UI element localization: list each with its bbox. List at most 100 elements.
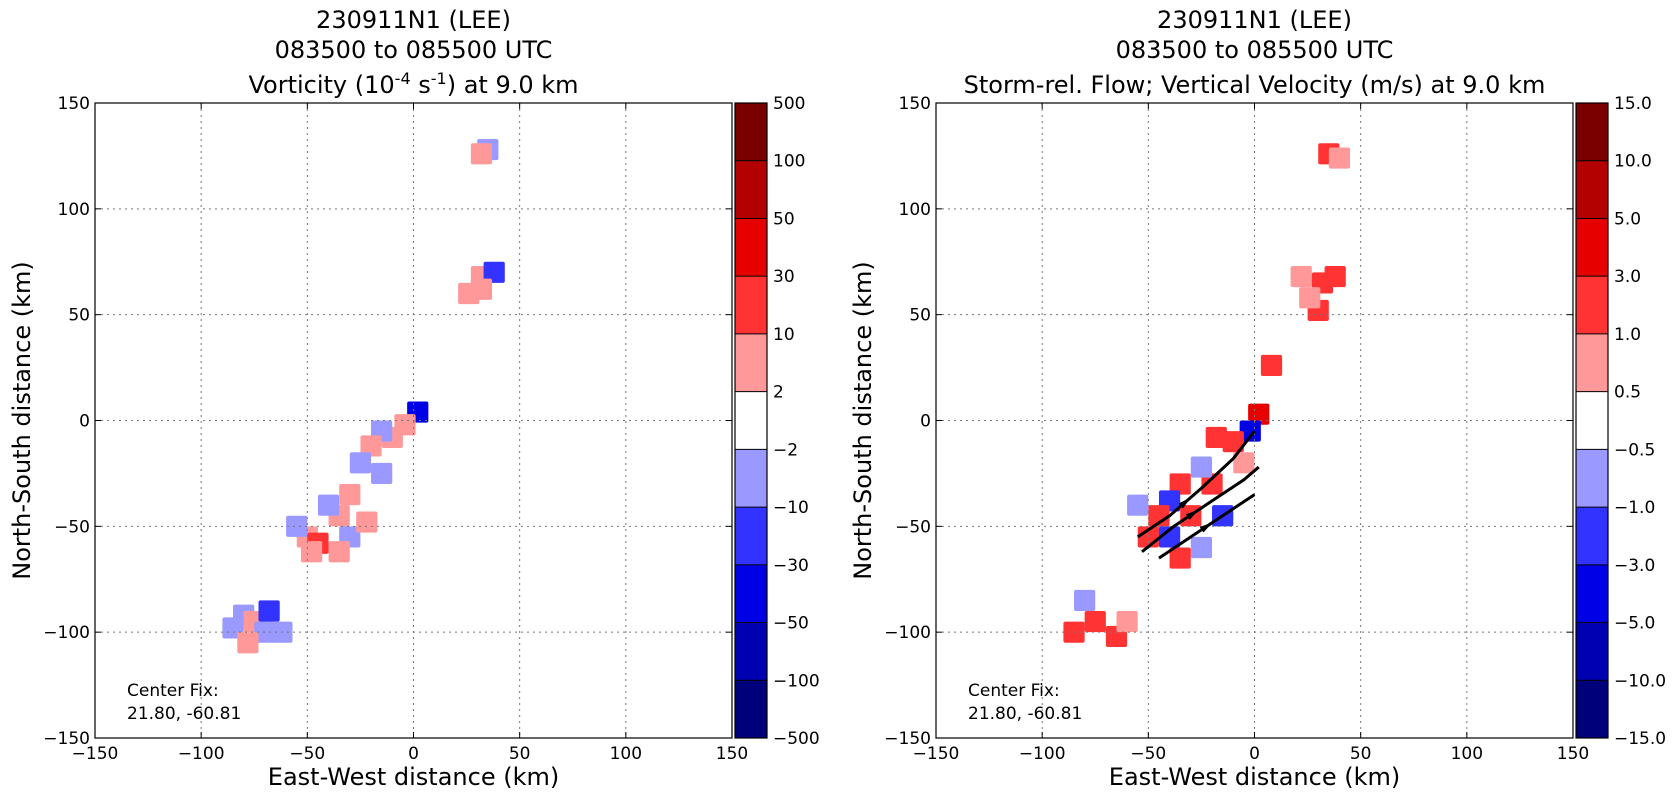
y-tick-label: −150 — [43, 729, 90, 749]
data-cell — [300, 541, 323, 563]
data-cell — [328, 541, 350, 563]
y-tick-label: −50 — [895, 517, 931, 537]
data-cell — [1248, 403, 1270, 425]
grid-lines — [936, 103, 1573, 738]
colorbar-tick-label: −5.0 — [1614, 614, 1655, 634]
x-tick-label: 50 — [509, 744, 531, 764]
data-cell — [1260, 354, 1283, 377]
data-cell — [371, 462, 393, 484]
colorbar-segment — [735, 680, 767, 738]
colorbar-frame — [1575, 102, 1609, 739]
data-cell — [1222, 431, 1244, 453]
chart-title-line-2: 083500 to 085500 UTC — [275, 36, 553, 64]
data-cell — [237, 632, 259, 654]
data-cell — [286, 515, 308, 537]
chart-title-variable: Vorticity (10-4 s-1) at 9.0 km — [248, 69, 578, 99]
y-tick-label: −50 — [54, 517, 90, 537]
colorbar-segment — [1576, 449, 1608, 508]
data-cell — [1233, 452, 1255, 474]
y-tick-label: 0 — [79, 412, 90, 432]
colorbar-segment — [735, 564, 767, 623]
colorbar-segment — [1576, 680, 1608, 738]
title-part-mid: s — [411, 71, 431, 99]
x-tick-label: −150 — [913, 744, 960, 764]
x-tick-label: 0 — [1249, 744, 1260, 764]
data-cell — [1205, 426, 1227, 449]
chart-title-line-1: 230911N1 (LEE) — [1157, 6, 1352, 34]
colorbar-tick-label: 10.0 — [1614, 152, 1652, 172]
data-cell — [1190, 536, 1213, 559]
y-tick-label: 150 — [58, 94, 90, 114]
y-tick-label: 0 — [920, 412, 931, 432]
x-tick-label: −50 — [289, 744, 325, 764]
chart-title-variable: Storm-rel. Flow; Vertical Velocity (m/s)… — [964, 71, 1546, 99]
colorbar-segment — [735, 103, 767, 161]
title-part-post: ) at 9.0 km — [447, 71, 579, 99]
y-axis-label: North-South distance (km) — [8, 261, 36, 580]
center-fix-value: 21.80, -60.81 — [968, 704, 1082, 724]
y-tick-label: 150 — [899, 94, 931, 114]
y-axis-label: North-South distance (km) — [849, 261, 877, 580]
colorbar-tick-label: −100 — [773, 671, 820, 691]
y-tick-label: −100 — [43, 623, 90, 643]
colorbar-segment — [1576, 391, 1608, 450]
data-cell — [470, 143, 493, 165]
flow-line — [1136, 430, 1256, 539]
colorbar-tick-label: 5.0 — [1614, 209, 1641, 229]
colorbar-segment — [735, 622, 767, 681]
colorbar-segment — [735, 449, 767, 508]
data-cell — [1239, 420, 1261, 442]
colorbar-tick-label: −0.5 — [1614, 440, 1655, 460]
colorbar-segment — [735, 333, 767, 392]
x-tick-label: 50 — [1350, 744, 1372, 764]
data-cell — [1201, 473, 1223, 495]
colorbar-tick-label: 100 — [773, 152, 805, 172]
colorbar-tick-label: −2 — [773, 440, 798, 460]
colorbar-tick-label: −30 — [773, 556, 809, 576]
flow-line — [1141, 465, 1260, 553]
colorbar-segment — [1576, 507, 1608, 565]
data-cell — [317, 494, 340, 516]
colorbar-segment — [735, 218, 767, 277]
y-tick-label: 100 — [58, 200, 90, 220]
colorbar-tick-label: −15.0 — [1614, 729, 1666, 749]
y-tick-label: 50 — [909, 306, 931, 326]
colorbar-tick-label: 15.0 — [1614, 94, 1652, 114]
colorbar-segment — [1576, 160, 1608, 219]
title-part-pre: Vorticity (10 — [248, 71, 394, 99]
title-part-exp1: -4 — [395, 69, 411, 88]
flow-arrow — [1178, 497, 1191, 509]
data-cell — [1169, 547, 1191, 569]
colorbar-tick-label: 3.0 — [1614, 267, 1641, 287]
chart-title-line-1: 230911N1 (LEE) — [316, 6, 511, 34]
data-cell — [1190, 456, 1213, 478]
colorbar-tick-label: 10 — [773, 325, 795, 345]
data-cell — [1328, 147, 1351, 169]
data-cell — [356, 511, 378, 533]
data-cell — [258, 600, 280, 622]
x-tick-label: −100 — [1019, 744, 1066, 764]
data-cell — [1074, 589, 1096, 611]
colorbar-segment — [735, 276, 767, 334]
colorbar-tick-label: −10 — [773, 498, 809, 518]
colorbar-segment — [1576, 333, 1608, 392]
colorbar-tick-label: −1.0 — [1614, 498, 1655, 518]
chart-panel-2: 230911N1 (LEE)083500 to 085500 UTC Storm-… — [849, 6, 1666, 791]
data-cell — [360, 435, 382, 457]
y-tick-label: −100 — [884, 623, 931, 643]
title-part-pre: Storm-rel. Flow; Vertical Velocity (m/s)… — [964, 71, 1546, 99]
colorbar-segment — [1576, 622, 1608, 681]
colorbar: 500 100 50 30 10 2 −2 −10 −30 −50 −100 −500 — [734, 94, 820, 749]
x-tick-label: −50 — [1130, 744, 1166, 764]
x-axis-label: East-West distance (km) — [1109, 763, 1400, 791]
y-tick-label: 100 — [899, 200, 931, 220]
colorbar: 15.0 10.0 5.0 3.0 1.0 0.5 −0.5 −1.0 −3.0 −5.0 −10.… — [1575, 94, 1666, 749]
data-cell — [349, 452, 372, 474]
chart-panel-1: 230911N1 (LEE)083500 to 085500 UTC Vortic… — [8, 6, 820, 791]
colorbar-tick-label: −500 — [773, 729, 820, 749]
x-tick-label: 150 — [1557, 744, 1589, 764]
colorbar-segment — [735, 160, 767, 219]
center-fix-label: Center Fix: — [127, 681, 219, 701]
data-cell — [470, 278, 493, 300]
colorbar-tick-label: −50 — [773, 614, 809, 634]
